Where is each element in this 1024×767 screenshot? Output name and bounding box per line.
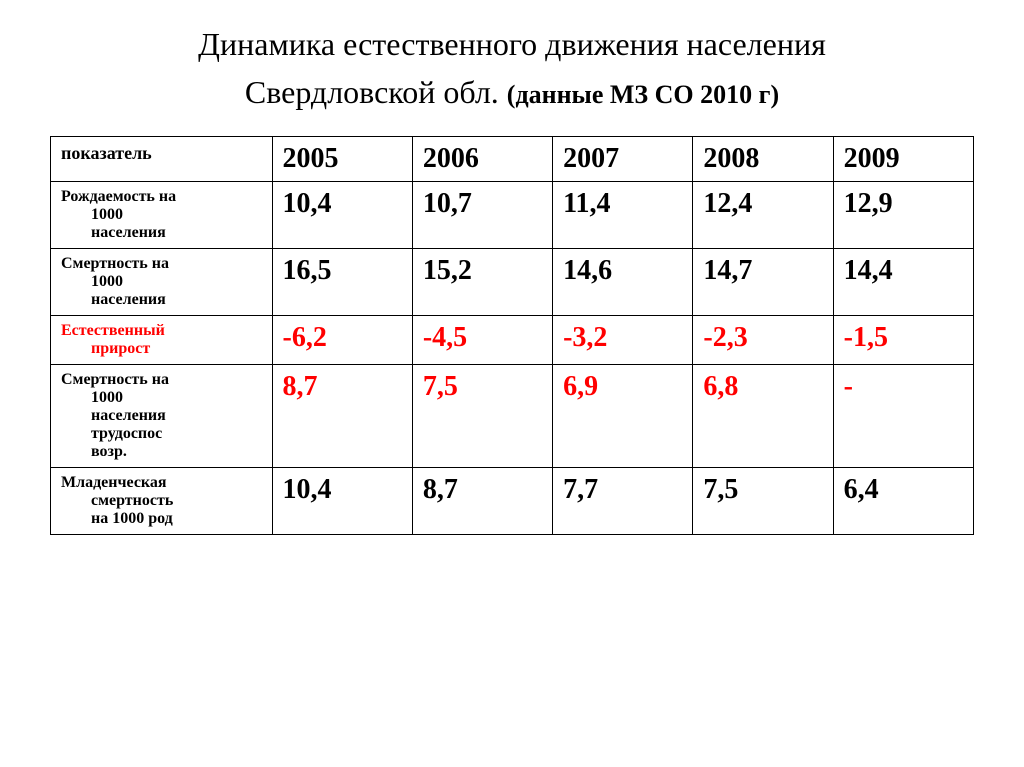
header-year-2005: 2005 bbox=[272, 137, 412, 182]
cell-value: -2,3 bbox=[693, 316, 833, 365]
cell-value: 14,6 bbox=[553, 249, 693, 316]
cell-value: 8,7 bbox=[412, 468, 552, 535]
cell-value: 8,7 bbox=[272, 365, 412, 468]
header-indicator-label: показатель bbox=[51, 137, 273, 182]
table-header-row: показатель20052006200720082009 bbox=[51, 137, 974, 182]
cell-value: 11,4 bbox=[553, 182, 693, 249]
cell-value: -6,2 bbox=[272, 316, 412, 365]
cell-value: 7,5 bbox=[412, 365, 552, 468]
cell-value: 12,4 bbox=[693, 182, 833, 249]
cell-value: 10,4 bbox=[272, 468, 412, 535]
table-row: Смертность на1000населениятрудоспосвозр.… bbox=[51, 365, 974, 468]
cell-value: 6,8 bbox=[693, 365, 833, 468]
cell-value: -3,2 bbox=[553, 316, 693, 365]
header-year-2008: 2008 bbox=[693, 137, 833, 182]
header-year-2009: 2009 bbox=[833, 137, 973, 182]
row-label: Младенческаясмертностьна 1000 род bbox=[51, 468, 273, 535]
table-row: Младенческаясмертностьна 1000 род10,48,7… bbox=[51, 468, 974, 535]
cell-value: - bbox=[833, 365, 973, 468]
table-row: Рождаемость на1000населения10,410,711,41… bbox=[51, 182, 974, 249]
cell-value: 15,2 bbox=[412, 249, 552, 316]
cell-value: 10,4 bbox=[272, 182, 412, 249]
title-line2-sub: (данные МЗ СО 2010 г) bbox=[507, 80, 779, 109]
header-year-2006: 2006 bbox=[412, 137, 552, 182]
population-dynamics-table: показатель20052006200720082009Рождаемост… bbox=[50, 136, 974, 535]
row-label: Естественныйприрост bbox=[51, 316, 273, 365]
cell-value: -1,5 bbox=[833, 316, 973, 365]
table-row: Естественныйприрост-6,2-4,5-3,2-2,3-1,5 bbox=[51, 316, 974, 365]
row-label: Смертность на1000населения bbox=[51, 249, 273, 316]
cell-value: 16,5 bbox=[272, 249, 412, 316]
cell-value: 10,7 bbox=[412, 182, 552, 249]
cell-value: -4,5 bbox=[412, 316, 552, 365]
row-label: Смертность на1000населениятрудоспосвозр. bbox=[51, 365, 273, 468]
cell-value: 6,9 bbox=[553, 365, 693, 468]
cell-value: 7,7 bbox=[553, 468, 693, 535]
row-label: Рождаемость на1000населения bbox=[51, 182, 273, 249]
cell-value: 7,5 bbox=[693, 468, 833, 535]
header-year-2007: 2007 bbox=[553, 137, 693, 182]
title-line1: Динамика естественного движения населени… bbox=[50, 20, 974, 68]
cell-value: 14,7 bbox=[693, 249, 833, 316]
cell-value: 14,4 bbox=[833, 249, 973, 316]
table-row: Смертность на1000населения16,515,214,614… bbox=[51, 249, 974, 316]
page-title: Динамика естественного движения населени… bbox=[50, 20, 974, 116]
cell-value: 6,4 bbox=[833, 468, 973, 535]
cell-value: 12,9 bbox=[833, 182, 973, 249]
title-line2-main: Свердловской обл. bbox=[245, 74, 499, 110]
